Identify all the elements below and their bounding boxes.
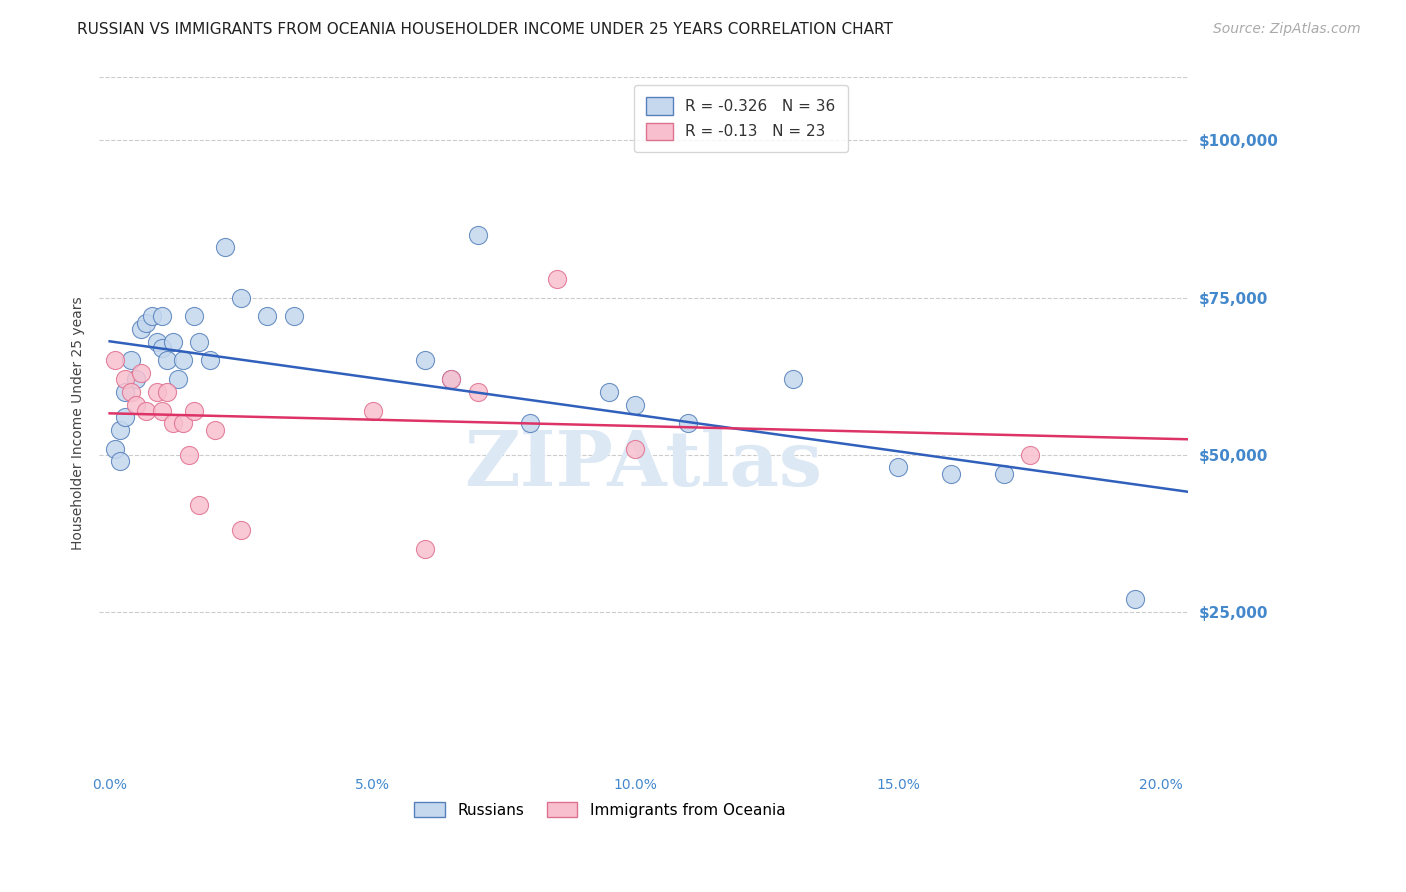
Point (519, 417, 541, 431)
Point (283, 310, 305, 324)
Text: Source: ZipAtlas.com: Source: ZipAtlas.com (1213, 22, 1361, 37)
Point (440, 372, 463, 386)
Point (114, 384, 136, 399)
Point (114, 410, 136, 425)
Text: RUSSIAN VS IMMIGRANTS FROM OCEANIA HOUSEHOLDER INCOME UNDER 25 YEARS CORRELATION: RUSSIAN VS IMMIGRANTS FROM OCEANIA HOUSE… (77, 22, 893, 37)
Point (120, 353, 142, 368)
Y-axis label: Householder Income Under 25 years: Householder Income Under 25 years (72, 296, 86, 550)
Point (413, 353, 436, 368)
Point (167, 372, 190, 386)
Point (188, 498, 211, 512)
Point (177, 448, 200, 462)
Point (114, 372, 136, 386)
Point (146, 334, 169, 349)
Point (104, 353, 127, 368)
Point (108, 423, 131, 437)
Point (782, 372, 804, 386)
Point (146, 384, 169, 399)
Point (129, 366, 152, 380)
Point (183, 310, 205, 324)
Point (129, 322, 152, 336)
Point (467, 227, 489, 242)
Point (150, 341, 173, 355)
Point (141, 310, 163, 324)
Point (204, 423, 226, 437)
Point (1018, 448, 1040, 462)
Point (120, 384, 142, 399)
Text: ZIPAtlas: ZIPAtlas (464, 428, 823, 502)
Point (214, 240, 236, 254)
Point (150, 404, 173, 418)
Point (229, 291, 252, 305)
Legend: Russians, Immigrants from Oceania: Russians, Immigrants from Oceania (408, 796, 792, 824)
Point (467, 384, 489, 399)
Point (993, 467, 1015, 481)
Point (887, 460, 910, 475)
Point (440, 372, 463, 386)
Point (162, 417, 184, 431)
Point (624, 397, 647, 411)
Point (135, 316, 157, 330)
Point (135, 404, 157, 418)
Point (125, 397, 148, 411)
Point (229, 524, 252, 538)
Point (108, 454, 131, 468)
Point (624, 442, 647, 456)
Point (172, 417, 194, 431)
Point (676, 417, 699, 431)
Point (172, 353, 194, 368)
Point (183, 404, 205, 418)
Point (156, 353, 179, 368)
Point (125, 372, 148, 386)
Point (198, 353, 221, 368)
Point (156, 384, 179, 399)
Point (1123, 592, 1146, 607)
Point (939, 467, 962, 481)
Point (188, 334, 211, 349)
Point (361, 404, 384, 418)
Point (162, 334, 184, 349)
Point (104, 442, 127, 456)
Point (598, 384, 620, 399)
Point (546, 271, 568, 285)
Point (256, 310, 278, 324)
Point (150, 310, 173, 324)
Point (413, 542, 436, 557)
